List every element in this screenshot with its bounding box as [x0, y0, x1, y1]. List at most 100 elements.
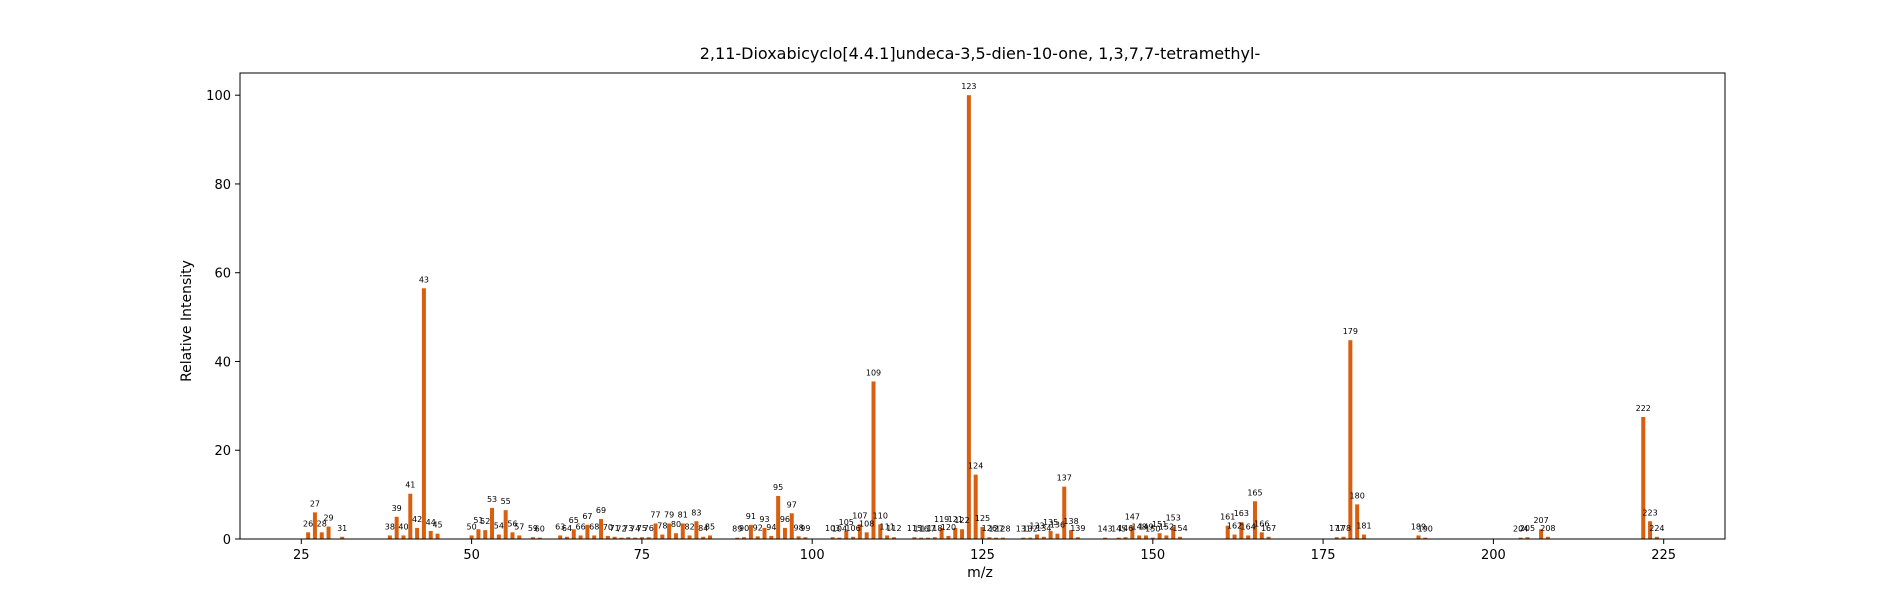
peak-bar-125 [980, 527, 985, 539]
peak-bar-167 [1266, 536, 1271, 539]
peak-label-68: 68 [589, 522, 599, 531]
peak-bar-181 [1361, 534, 1366, 539]
peak-label-151: 151 [1152, 520, 1167, 529]
peak-bar-207 [1539, 529, 1544, 539]
peak-label-222: 222 [1636, 404, 1651, 413]
peak-bar-117 [926, 537, 930, 539]
peak-label-136: 136 [1050, 521, 1065, 530]
peak-bar-153 [1171, 526, 1176, 539]
peak-bar-55 [503, 510, 508, 539]
peak-label-223: 223 [1642, 508, 1657, 517]
peak-label-95: 95 [773, 483, 783, 492]
peak-label-98: 98 [793, 523, 803, 532]
peak-label-45: 45 [432, 521, 442, 530]
peak-label-152: 152 [1159, 522, 1174, 531]
peak-bar-205 [1525, 537, 1530, 539]
peak-bar-28 [319, 532, 324, 539]
peak-label-89: 89 [732, 525, 742, 534]
peak-label-124: 124 [968, 462, 983, 471]
x-tick-label: 25 [293, 548, 310, 563]
peak-label-29: 29 [323, 514, 333, 523]
peak-bar-223 [1648, 521, 1653, 539]
x-tick-label: 50 [463, 548, 480, 563]
peak-label-97: 97 [787, 500, 797, 509]
peak-bar-56 [510, 532, 515, 539]
peak-bar-72 [619, 537, 624, 539]
peak-bar-103 [830, 537, 835, 539]
peak-bar-148 [1137, 535, 1142, 539]
peak-bar-151 [1157, 533, 1162, 539]
peak-label-139: 139 [1070, 524, 1085, 533]
peak-label-138: 138 [1063, 517, 1078, 526]
peak-label-118: 118 [927, 524, 942, 533]
peak-bar-51 [476, 529, 481, 539]
peak-bar-89 [735, 537, 740, 539]
peak-bar-31 [340, 536, 345, 539]
peak-label-59: 59 [528, 524, 538, 533]
peak-bar-27 [312, 512, 317, 539]
peak-label-28: 28 [317, 519, 327, 528]
peak-bar-65 [571, 529, 576, 539]
peak-label-41: 41 [405, 481, 415, 490]
peak-label-116: 116 [914, 525, 929, 534]
peak-bar-116 [919, 537, 924, 539]
chart-title: 2,11-Dioxabicyclo[4.4.1]undeca-3,5-dien-… [700, 44, 1261, 63]
peak-bar-81 [680, 523, 685, 539]
peak-label-85: 85 [705, 522, 715, 531]
peak-label-178: 178 [1336, 524, 1351, 533]
peak-label-179: 179 [1343, 327, 1358, 336]
peak-label-92: 92 [753, 523, 763, 532]
peak-label-165: 165 [1247, 488, 1262, 497]
peak-label-83: 83 [691, 508, 701, 517]
peak-label-71: 71 [610, 524, 620, 533]
peak-bar-120 [946, 535, 951, 539]
peak-label-134: 134 [1036, 524, 1051, 533]
peak-bar-69 [599, 519, 604, 539]
peak-bar-78 [660, 534, 665, 539]
peak-label-123: 123 [961, 82, 976, 91]
peak-label-43: 43 [419, 275, 429, 284]
peak-label-131: 131 [1016, 525, 1031, 534]
peak-bar-208 [1545, 536, 1550, 539]
peak-label-31: 31 [337, 524, 347, 533]
peak-bar-76 [646, 537, 651, 539]
peak-label-38: 38 [385, 522, 395, 531]
peak-bar-127 [994, 537, 999, 539]
peak-bar-222 [1641, 416, 1646, 539]
peak-label-147: 147 [1125, 513, 1140, 522]
peak-bar-190 [1423, 537, 1428, 539]
peak-label-105: 105 [839, 518, 854, 527]
x-tick-label: 125 [970, 548, 995, 563]
peak-label-164: 164 [1241, 522, 1256, 531]
peak-label-126: 126 [982, 524, 997, 533]
peak-label-70: 70 [603, 523, 613, 532]
peak-bar-82 [687, 535, 692, 539]
peak-label-208: 208 [1540, 524, 1555, 533]
peak-label-177: 177 [1329, 524, 1344, 533]
peak-label-80: 80 [671, 520, 681, 529]
peak-label-82: 82 [684, 522, 694, 531]
peak-bar-136 [1055, 533, 1060, 539]
peak-label-75: 75 [637, 524, 647, 533]
peak-bar-96 [782, 527, 787, 539]
peak-bar-97 [789, 513, 794, 539]
peak-label-90: 90 [739, 524, 749, 533]
peak-label-146: 146 [1118, 524, 1133, 533]
peak-label-108: 108 [859, 519, 874, 528]
peak-label-65: 65 [569, 516, 579, 525]
peak-bar-133 [1035, 534, 1039, 539]
peak-bar-91 [748, 524, 753, 539]
peak-label-69: 69 [596, 506, 606, 515]
peak-bar-59 [530, 537, 535, 539]
peak-bar-105 [844, 531, 849, 539]
peak-label-55: 55 [501, 497, 511, 506]
peak-label-50: 50 [467, 522, 477, 531]
peak-label-110: 110 [873, 511, 888, 520]
peak-bar-163 [1239, 522, 1244, 539]
peak-bar-150 [1150, 537, 1155, 539]
peak-bar-224 [1654, 536, 1659, 539]
peak-label-107: 107 [852, 511, 867, 520]
peak-label-120: 120 [941, 523, 956, 532]
peak-label-128: 128 [995, 525, 1010, 534]
peak-label-148: 148 [1132, 522, 1147, 531]
